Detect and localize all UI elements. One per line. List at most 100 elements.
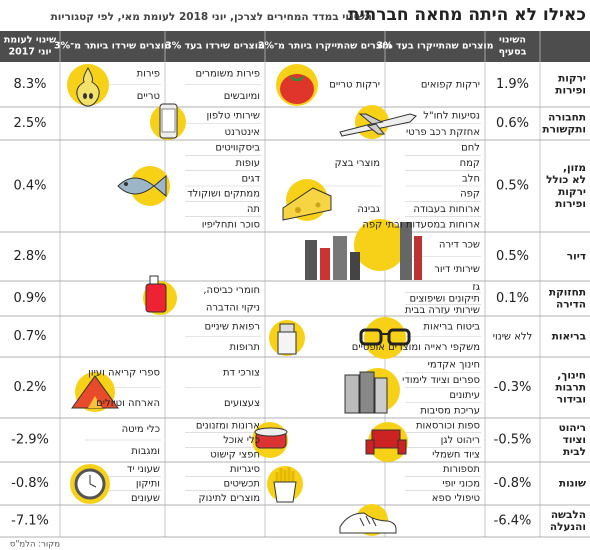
column-header: שינוי לעומת	[4, 35, 57, 46]
item: ציוד חשמלי	[432, 450, 480, 461]
yearly-value: -2.9%	[11, 433, 49, 448]
category: ירקות	[558, 186, 586, 198]
change-value: 0.5%	[496, 179, 529, 194]
icon-phone	[150, 103, 186, 140]
icon-tomato	[276, 64, 318, 106]
change-value: -0.5%	[494, 433, 532, 448]
category: ופירות	[555, 198, 586, 210]
item: עיתונים	[449, 390, 480, 401]
item: שירותי דיור	[434, 264, 480, 275]
category: לא כולל	[546, 174, 586, 186]
category: ותקשורת	[542, 124, 586, 136]
change-value: -0.3%	[494, 380, 532, 395]
item: ממתקים ושוקולד	[187, 189, 260, 200]
icon-tent	[71, 372, 119, 412]
category: הדירה	[556, 299, 586, 311]
icon-buildings	[305, 219, 422, 280]
item: תספורות	[443, 464, 480, 475]
category: תחבורה	[548, 112, 586, 124]
item: תה	[247, 204, 260, 215]
column-header: מוצרים שירדו ביותר מ־3%	[54, 41, 171, 52]
yearly-value: 0.7%	[13, 329, 46, 344]
item: רפואת שיניים	[205, 321, 260, 332]
item: שירותי טלפון	[206, 110, 260, 121]
item: משקפי ראייה ומוצרים אופטיים	[352, 342, 480, 353]
icon-cheese	[282, 179, 332, 221]
icon-pot	[252, 422, 288, 458]
item: ביטוח בריאות	[423, 321, 480, 332]
item: גבינה	[357, 204, 380, 215]
yearly-value: 0.2%	[13, 380, 46, 395]
item: צעצועים	[224, 398, 260, 409]
item: ספות וכורסאות	[416, 420, 480, 431]
item: מוצרים לתינוק	[199, 493, 260, 504]
yearly-value: 2.5%	[13, 116, 46, 131]
icon-watch	[70, 464, 110, 504]
icon-chair	[365, 422, 408, 462]
item: צורכי דת	[223, 367, 260, 378]
change-value: ללא שינוי	[493, 332, 533, 343]
yearly-value: -7.1%	[11, 514, 49, 529]
icon-books	[344, 368, 400, 414]
yearly-value: 0.4%	[13, 179, 46, 194]
column-header: מוצרים שהתייקרו ביותר מ־3%	[258, 41, 392, 52]
item: ריהוט לגן	[441, 435, 480, 446]
yearly-value: 2.8%	[13, 249, 46, 264]
item: דגים	[242, 173, 261, 184]
item: סוכר ותחליפיו	[202, 219, 260, 230]
column-header: בסעיף	[499, 47, 527, 58]
subtitle: השינוי במדד המחירים לצרכן, יוני 2018 לעו…	[51, 11, 372, 23]
icon-fish	[117, 166, 170, 206]
column-header: יוני 2017	[9, 47, 52, 58]
change-value: -6.4%	[494, 514, 532, 529]
yearly-value: -0.8%	[11, 476, 49, 491]
item: חפצי קישוט	[210, 450, 260, 461]
item: ארוחות בעבודה	[413, 204, 480, 215]
item: שירותי עזרה בבית	[405, 305, 480, 316]
icon-pear	[67, 64, 109, 107]
item: חינוך אקדמי	[428, 360, 480, 371]
category: לבית	[563, 446, 586, 458]
item: ומיובשים	[224, 91, 260, 102]
item: סיגריות	[230, 464, 260, 475]
item: תרופות	[230, 342, 260, 353]
item: מוצרי בצק	[335, 158, 380, 169]
item: ביסקוויטים	[215, 143, 260, 154]
item: הארחה וטיולים	[96, 398, 160, 409]
change-value: 0.6%	[496, 116, 529, 131]
category: תחזוקת	[549, 287, 586, 299]
item: גז	[472, 282, 480, 293]
icon-shoe	[339, 504, 397, 536]
item: ספרים וציוד לימודי	[402, 375, 480, 386]
yearly-value: 0.9%	[13, 291, 46, 306]
icon-pill-bottle	[269, 320, 305, 356]
category: ירקות	[558, 73, 586, 85]
title: כאילו לא היתה מחאה חברתית	[348, 5, 586, 25]
item: עריכת מסיבות	[420, 405, 480, 416]
item: קמח	[460, 158, 480, 169]
category: ופירות	[555, 85, 586, 97]
change-value: 0.1%	[496, 291, 529, 306]
item: שכר דירה	[439, 239, 480, 250]
category: חינוך,	[557, 370, 586, 382]
category: שונות	[559, 478, 586, 490]
category: והנעלה	[550, 521, 586, 533]
item: אחזקת רכב פרטי	[406, 127, 480, 138]
category: ריהוט	[559, 422, 586, 434]
item: כלי אוכל	[223, 435, 260, 446]
item: ירקות טריים	[329, 80, 380, 91]
change-value: 1.9%	[496, 77, 529, 92]
item: טריים	[137, 91, 160, 102]
item: ארונות ומזנונים	[196, 420, 260, 431]
category: בריאות	[552, 331, 586, 343]
item: כלי מיטה	[122, 424, 160, 435]
item: ארוחות במסעדות ובתי קפה	[362, 219, 480, 230]
icon-glasses	[359, 317, 411, 359]
item: ותיקון	[136, 479, 160, 490]
grid	[0, 31, 590, 538]
category: מזון,	[563, 162, 586, 174]
item: ספרי קריאה ועיון	[88, 367, 160, 378]
item: קפה	[460, 189, 480, 200]
